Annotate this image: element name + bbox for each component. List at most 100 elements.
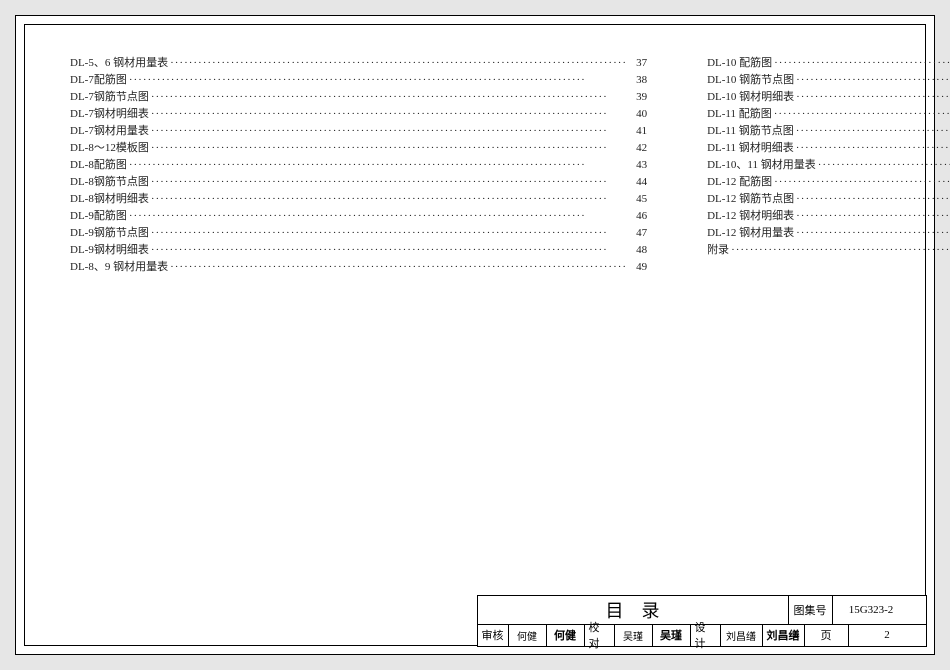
toc-entry: DL-12 钢材明细表59 xyxy=(707,208,950,225)
toc-leader-dots xyxy=(151,191,627,208)
toc-leader-dots xyxy=(731,242,950,259)
toc-entry-page: 46 xyxy=(629,208,647,225)
toc-leader-dots xyxy=(774,174,950,191)
sheet-title: 目录 xyxy=(478,596,788,624)
toc-entry-label: DL-10 钢筋节点图 xyxy=(707,72,794,89)
set-number-label: 图集号 xyxy=(788,596,832,624)
toc-entry: DL-7钢材用量表41 xyxy=(70,123,647,140)
toc-entry-page: 48 xyxy=(629,242,647,259)
toc-entry-label: DL-12 钢材明细表 xyxy=(707,208,794,225)
toc-leader-dots xyxy=(796,140,950,157)
page-value: 2 xyxy=(848,624,926,646)
toc-entry-label: DL-12 钢材用量表 xyxy=(707,225,794,242)
toc-entry-label: DL-8钢材明细表 xyxy=(70,191,149,208)
toc-leader-dots xyxy=(818,157,950,174)
toc-entry: DL-12 配筋图57 xyxy=(707,174,950,191)
toc-entry-page: 49 xyxy=(629,259,647,276)
toc-leader-dots xyxy=(151,106,627,123)
toc-leader-dots xyxy=(170,259,627,276)
toc-entry-label: DL-12 钢筋节点图 xyxy=(707,191,794,208)
toc-content: DL-5、6 钢材用量表37DL-7配筋图38DL-7钢筋节点图39DL-7钢材… xyxy=(25,25,925,276)
review-name: 何健 xyxy=(508,624,546,646)
toc-entry: DL-10 钢筋节点图51 xyxy=(707,72,950,89)
toc-entry-label: DL-8、9 钢材用量表 xyxy=(70,259,168,276)
toc-entry: DL-10 钢材明细表52 xyxy=(707,89,950,106)
toc-leader-dots xyxy=(796,123,950,140)
toc-entry-label: DL-10、11 钢材用量表 xyxy=(707,157,816,174)
toc-entry-page: 40 xyxy=(629,106,647,123)
toc-entry-page: 37 xyxy=(629,55,647,72)
toc-entry: DL-9钢材明细表 48 xyxy=(70,242,647,259)
review-signature: 何健 xyxy=(546,624,584,646)
toc-entry-label: DL-11 钢筋节点图 xyxy=(707,123,794,140)
check-name: 吴瑾 xyxy=(614,624,652,646)
toc-entry-label: DL-7配筋图 xyxy=(70,72,127,89)
toc-entry: DL-7钢筋节点图 39 xyxy=(70,89,647,106)
toc-leader-dots xyxy=(774,106,950,123)
toc-entry: DL-8钢材明细表 45 xyxy=(70,191,647,208)
set-number-value: 15G323-2 xyxy=(832,596,910,624)
toc-entry-label: 附录 xyxy=(707,242,729,259)
toc-entry: DL-9配筋图46 xyxy=(70,208,647,225)
toc-entry: DL-11 钢筋节点图54 xyxy=(707,123,950,140)
toc-entry-page: 41 xyxy=(629,123,647,140)
toc-column-right: DL-10 配筋图50DL-10 钢筋节点图51DL-10 钢材明细表52DL-… xyxy=(707,55,950,276)
toc-leader-dots xyxy=(796,191,950,208)
design-label: 设计 xyxy=(690,624,720,646)
title-block: 目录 图集号 15G323-2 审核 何健 何健 校对 吴瑾 吴瑾 设计 刘昌缮… xyxy=(477,595,927,647)
toc-entry-label: DL-5、6 钢材用量表 xyxy=(70,55,168,72)
toc-entry: DL-7配筋图 38 xyxy=(70,72,647,89)
toc-entry-label: DL-12 配筋图 xyxy=(707,174,772,191)
toc-entry: DL-12 钢材用量表60 xyxy=(707,225,950,242)
toc-entry-label: DL-10 配筋图 xyxy=(707,55,772,72)
toc-leader-dots xyxy=(796,89,950,106)
toc-entry-label: DL-8～12模板图 xyxy=(70,140,149,157)
toc-entry: DL-8、9 钢材用量表 49 xyxy=(70,259,647,276)
review-label: 审核 xyxy=(478,624,508,646)
toc-entry: DL-7钢材明细表40 xyxy=(70,106,647,123)
toc-entry: DL-10 配筋图50 xyxy=(707,55,950,72)
toc-entry-page: 38 xyxy=(629,72,647,89)
toc-entry-page: 39 xyxy=(629,89,647,106)
toc-leader-dots xyxy=(151,225,627,242)
toc-leader-dots xyxy=(151,123,627,140)
toc-entry-label: DL-11 钢材明细表 xyxy=(707,140,794,157)
toc-entry: DL-11 钢材明细表55 xyxy=(707,140,950,157)
check-label: 校对 xyxy=(584,624,614,646)
page-label: 页 xyxy=(804,624,848,646)
toc-entry-label: DL-9钢材明细表 xyxy=(70,242,149,259)
titleblock-row-bottom: 审核 何健 何健 校对 吴瑾 吴瑾 设计 刘昌缮 刘昌缮 页 2 xyxy=(478,624,926,646)
toc-entry: DL-5、6 钢材用量表 37 xyxy=(70,55,647,72)
toc-entry-label: DL-7钢筋节点图 xyxy=(70,89,149,106)
toc-entry-label: DL-10 钢材明细表 xyxy=(707,89,794,106)
toc-entry-label: DL-11 配筋图 xyxy=(707,106,772,123)
toc-entry: DL-8配筋图 43 xyxy=(70,157,647,174)
toc-entry: DL-9钢筋节点图47 xyxy=(70,225,647,242)
toc-entry-page: 45 xyxy=(629,191,647,208)
toc-entry: DL-8～12模板图 42 xyxy=(70,140,647,157)
toc-leader-dots xyxy=(796,225,950,242)
toc-entry-page: 42 xyxy=(629,140,647,157)
document-page: DL-5、6 钢材用量表37DL-7配筋图38DL-7钢筋节点图39DL-7钢材… xyxy=(15,15,935,655)
toc-entry-page: 44 xyxy=(629,174,647,191)
toc-entry-label: DL-8钢筋节点图 xyxy=(70,174,149,191)
toc-entry: DL-12 钢筋节点图58 xyxy=(707,191,950,208)
inner-frame: DL-5、6 钢材用量表37DL-7配筋图38DL-7钢筋节点图39DL-7钢材… xyxy=(24,24,926,646)
toc-entry-label: DL-8配筋图 xyxy=(70,157,127,174)
toc-entry: DL-10、11 钢材用量表56 xyxy=(707,157,950,174)
toc-entry-label: DL-9钢筋节点图 xyxy=(70,225,149,242)
toc-entry: 附录61 xyxy=(707,242,950,259)
toc-entry: DL-11 配筋图53 xyxy=(707,106,950,123)
toc-column-left: DL-5、6 钢材用量表37DL-7配筋图38DL-7钢筋节点图39DL-7钢材… xyxy=(70,55,647,276)
toc-leader-dots xyxy=(774,55,950,72)
design-name: 刘昌缮 xyxy=(720,624,762,646)
toc-leader-dots xyxy=(151,140,627,157)
toc-leader-dots xyxy=(129,72,627,89)
toc-leader-dots xyxy=(796,208,950,225)
toc-entry-page: 43 xyxy=(629,157,647,174)
toc-leader-dots xyxy=(151,174,627,191)
toc-entry: DL-8钢筋节点图 44 xyxy=(70,174,647,191)
toc-leader-dots xyxy=(796,72,950,89)
toc-leader-dots xyxy=(129,208,627,225)
toc-leader-dots xyxy=(170,55,627,72)
